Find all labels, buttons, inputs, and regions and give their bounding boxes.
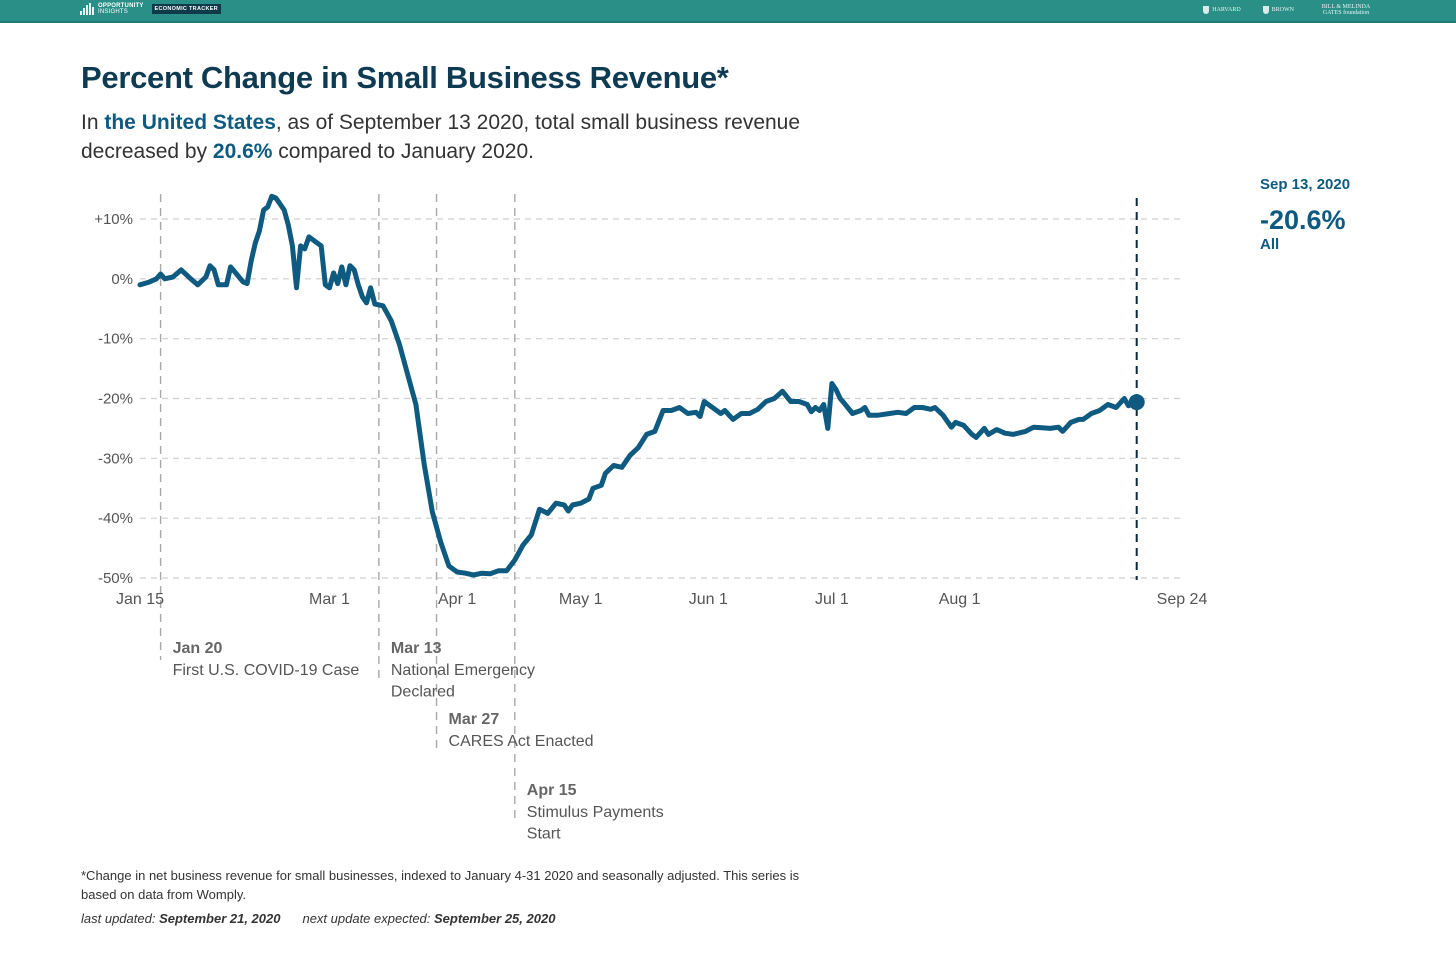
x-tick-label: Mar 1 [309,591,350,608]
chart-subtitle: In the United States, as of September 13… [81,111,801,163]
x-tick-label: Jan 15 [116,591,164,608]
economic-tracker-badge: ECONOMIC TRACKER [151,4,222,14]
event-date-label: Jan 20 [173,640,223,657]
event-description: Declared [391,684,455,701]
event-date-label: Apr 15 [527,782,577,799]
event-description: Stimulus Payments [527,804,664,821]
footnote: *Change in net business revenue for smal… [81,868,800,902]
top-header-bar: OPPORTUNITY INSIGHTS ECONOMIC TRACKER HA… [0,0,1456,23]
page-title: Percent Change in Small Business Revenue… [81,60,729,95]
readout-value: -20.6% [1260,205,1346,235]
partner-logos: HARVARD BROWN BILL & MELINDA GATES found… [1203,4,1376,16]
x-tick-label: May 1 [559,591,603,608]
y-tick-label: -10% [98,331,133,348]
opportunity-insights-logo[interactable]: OPPORTUNITY INSIGHTS ECONOMIC TRACKER [80,3,222,15]
percent-change-value: 20.6% [212,140,273,163]
readout-series: All [1260,236,1280,253]
bar-chart-logo-icon [80,3,94,15]
x-tick-label: Sep 24 [1157,591,1208,608]
x-tick-label: Jun 1 [689,591,728,608]
event-date-label: Mar 27 [449,711,500,728]
next-update-date: September 25, 2020 [434,911,556,926]
x-tick-label: Apr 1 [438,591,476,608]
hover-readout: Sep 13, 2020 -20.6% All [1260,176,1350,253]
event-description: CARES Act Enacted [449,733,594,750]
event-date-label: Mar 13 [391,640,442,657]
y-tick-label: -40% [98,510,133,527]
readout-date: Sep 13, 2020 [1260,176,1351,193]
event-description: National Emergency [391,662,535,679]
update-info: last updated: September 21, 2020 next upd… [81,911,556,926]
brown-logo: BROWN [1262,6,1294,14]
harvard-shield-icon [1203,6,1210,14]
y-tick-label: 0% [111,271,133,288]
last-updated-date: September 21, 2020 [159,911,281,926]
y-tick-label: +10% [94,211,133,228]
event-description: First U.S. COVID-19 Case [173,662,360,679]
y-tick-label: -50% [98,570,133,587]
gates-foundation-logo: BILL & MELINDA GATES foundation [1321,4,1371,16]
series-line-all [137,193,1140,578]
x-tick-label: Aug 1 [939,591,981,608]
harvard-logo: HARVARD [1203,6,1241,14]
y-tick-label: -30% [98,450,133,467]
geography-selector[interactable]: the United States [104,111,276,134]
event-description: Start [527,826,561,843]
highlight-point[interactable] [1128,394,1145,411]
brown-shield-icon [1262,6,1269,14]
brand-name: OPPORTUNITY INSIGHTS [98,3,144,15]
y-tick-label: -20% [98,391,133,408]
x-tick-label: Jul 1 [815,591,849,608]
